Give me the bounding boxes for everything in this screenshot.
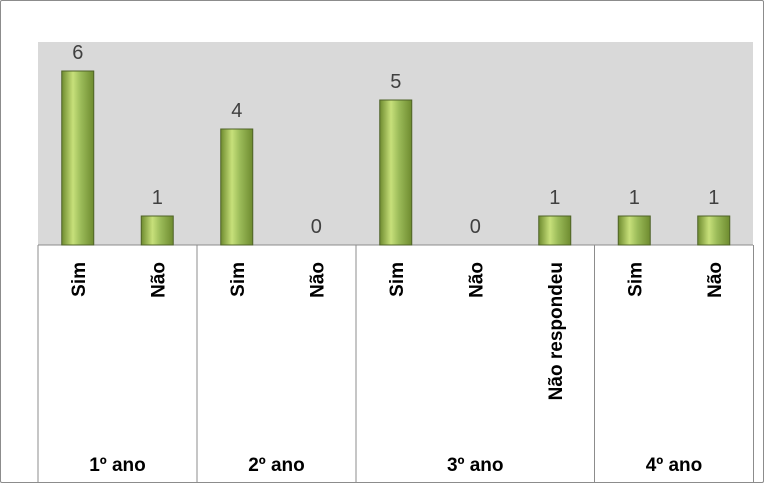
data-label: 1 xyxy=(152,187,163,209)
category-tick-label: Não respondeu xyxy=(546,262,567,400)
group-label: 3º ano xyxy=(447,455,504,476)
category-tick-label: Não xyxy=(148,262,169,298)
bar-4-2 xyxy=(697,215,731,246)
data-label: 5 xyxy=(390,71,401,93)
data-label: 4 xyxy=(231,100,242,122)
category-tick-label: Sim xyxy=(625,262,646,297)
bar-4-1 xyxy=(617,215,651,246)
data-label: 1 xyxy=(629,187,640,209)
data-label: 0 xyxy=(470,216,481,238)
bar-3-1 xyxy=(379,99,413,246)
category-tick-label: Sim xyxy=(228,262,249,297)
group-label: 1º ano xyxy=(89,455,146,476)
category-tick-label: Não xyxy=(307,262,328,298)
data-label: 6 xyxy=(72,42,83,64)
group-label: 4º ano xyxy=(646,455,703,476)
bar-1-2 xyxy=(140,215,174,246)
category-tick-label: Não xyxy=(705,262,726,298)
category-tick-label: Sim xyxy=(387,262,408,297)
category-tick-label: Sim xyxy=(69,262,90,297)
bar-1-1 xyxy=(61,70,95,246)
category-tick-label: Não xyxy=(466,262,487,298)
data-label: 1 xyxy=(549,187,560,209)
group-label: 2º ano xyxy=(248,455,305,476)
bar-3-3 xyxy=(538,215,572,246)
data-label: 0 xyxy=(311,216,322,238)
data-label: 1 xyxy=(708,187,719,209)
bar-2-1 xyxy=(220,128,254,246)
